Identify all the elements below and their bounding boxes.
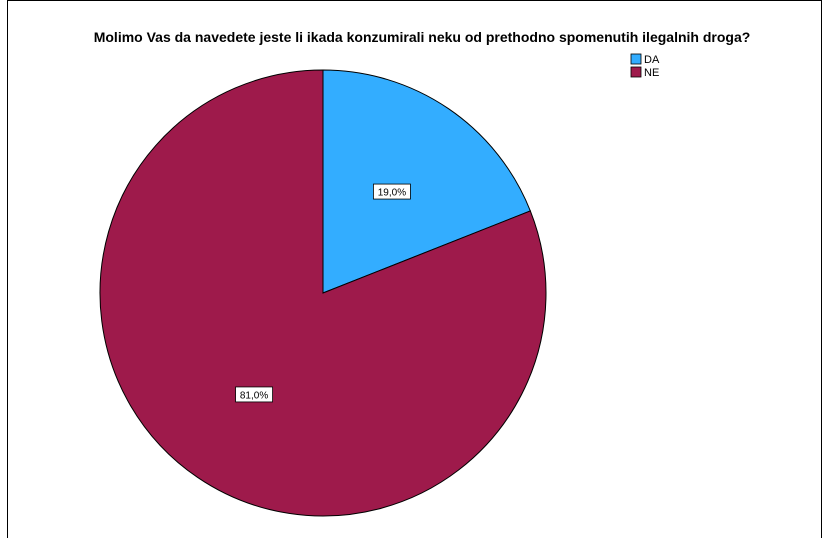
legend: DA NE	[630, 53, 660, 79]
data-label-ne: 81,0%	[235, 386, 273, 403]
data-label-box-da	[373, 183, 411, 200]
data-label-box-ne	[235, 386, 273, 403]
pie-slice-da	[322, 69, 531, 294]
chart-title: Molimo Vas da navedete jeste li ikada ko…	[94, 29, 751, 45]
data-label-text-da: 19,0%	[378, 188, 406, 199]
pie-slice-ne	[99, 69, 547, 517]
data-label-text-ne: 81,0%	[240, 390, 268, 401]
pie-data-labels: 19,0% 81,0%	[235, 183, 411, 403]
pie-slices	[99, 69, 547, 517]
legend-label-da: DA	[644, 54, 660, 66]
legend-swatch-da	[630, 53, 642, 65]
legend-label-ne: NE	[644, 67, 659, 79]
legend-swatch-ne	[630, 66, 642, 78]
data-label-da: 19,0%	[373, 183, 411, 200]
